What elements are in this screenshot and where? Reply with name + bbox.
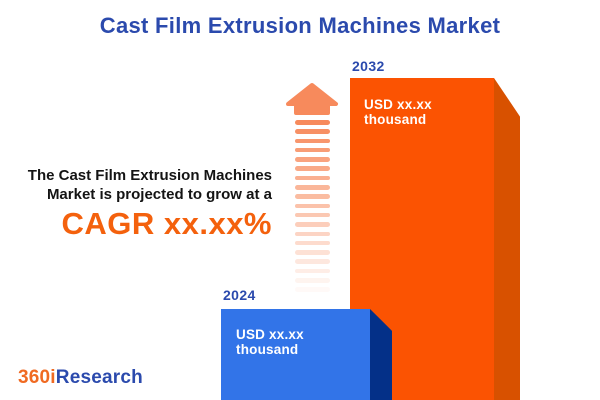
arrow-stripe [295,157,330,162]
bar-2032-value-label: USD xx.xx thousand [364,97,432,127]
brand-logo: 360iResearch [18,367,143,389]
bar-2024-year-label: 2024 [223,287,256,303]
arrow-stripe [295,129,330,134]
cagr-value: CAGR xx.xx% [61,206,272,241]
bar-2024-value-label: USD xx.xx thousand [236,327,304,357]
arrow-stripe [295,166,330,171]
arrow-stripe [295,138,330,144]
arrow-stripe [295,147,330,153]
arrow-stripe [295,222,330,227]
arrow-stripe [295,194,330,199]
bar-2032-year-label: 2032 [352,58,385,74]
bar-2032-side [494,78,520,400]
growth-arrow-tail [295,120,330,297]
arrow-stripe [295,287,330,292]
growth-statement-line-1: The Cast Film Extrusion Machines [27,167,272,184]
arrow-stripe [295,120,330,125]
arrow-stripe [295,175,330,181]
growth-arrow-icon [286,83,338,115]
arrow-stripe [295,203,330,209]
brand-logo-research: Research [55,367,143,388]
arrow-stripe [295,259,330,264]
arrow-stripe [295,268,330,274]
arrow-stripe [295,212,330,218]
growth-statement-line-2: Market is projected to grow at a [46,186,272,203]
page-title: Cast Film Extrusion Machines Market [99,13,501,38]
growth-statement: The Cast Film Extrusion Machines Market … [0,166,272,239]
bar-2024: USD xx.xx thousand [221,309,370,400]
arrow-stripe [295,250,330,255]
arrow-stripe [295,240,330,246]
arrow-stripe [295,185,330,190]
brand-logo-360i: 360i [18,367,56,388]
arrow-stripe [295,278,330,283]
bar-2024-side [370,309,392,400]
arrow-stripe [295,231,330,237]
